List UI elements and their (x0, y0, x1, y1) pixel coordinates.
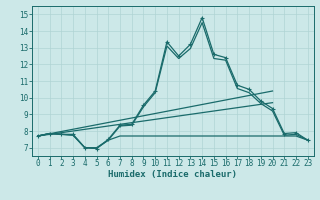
X-axis label: Humidex (Indice chaleur): Humidex (Indice chaleur) (108, 170, 237, 179)
